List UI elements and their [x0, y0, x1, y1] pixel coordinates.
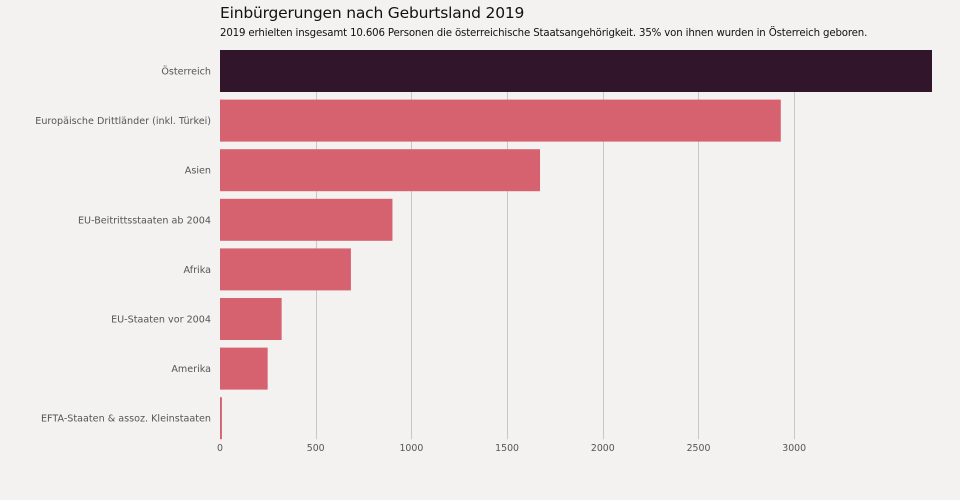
- x-tick-label: 2500: [687, 443, 711, 454]
- category-label: EU-Staaten vor 2004: [111, 315, 211, 326]
- bar: [220, 198, 393, 241]
- bars: [220, 50, 932, 440]
- chart-title: Einbürgerungen nach Geburtsland 2019: [220, 4, 525, 22]
- category-labels: Österreich Europäische Drittländer (inkl.…: [35, 65, 211, 425]
- x-tick-label: 500: [307, 443, 325, 454]
- chart-subtitle: 2019 erhielten insgesamt 10.606 Personen…: [220, 28, 868, 39]
- category-label: Amerika: [171, 364, 211, 375]
- bar: [220, 50, 932, 92]
- bar: [220, 347, 268, 390]
- x-tick-label: 3000: [782, 443, 806, 454]
- category-label: Afrika: [184, 265, 211, 276]
- bar: [220, 149, 541, 192]
- category-label: Österreich: [161, 65, 211, 78]
- bar: [220, 397, 222, 440]
- x-tick-label: 0: [217, 443, 223, 454]
- bar: [220, 99, 781, 142]
- x-tick-label: 2000: [591, 443, 615, 454]
- x-tick-label: 1500: [495, 443, 519, 454]
- category-label: Europäische Drittländer (inkl. Türkei): [35, 116, 211, 127]
- category-label: EFTA-Staaten & assoz. Kleinstaaten: [41, 414, 211, 425]
- bar: [220, 298, 282, 340]
- x-tick-label: 1000: [399, 443, 423, 454]
- category-label: Asien: [185, 166, 211, 177]
- category-label: EU-Beitrittsstaaten ab 2004: [78, 215, 211, 226]
- bar: [220, 248, 351, 291]
- x-axis-tick-labels: 0 500 1000 1500 2000 2500 3000: [217, 443, 806, 454]
